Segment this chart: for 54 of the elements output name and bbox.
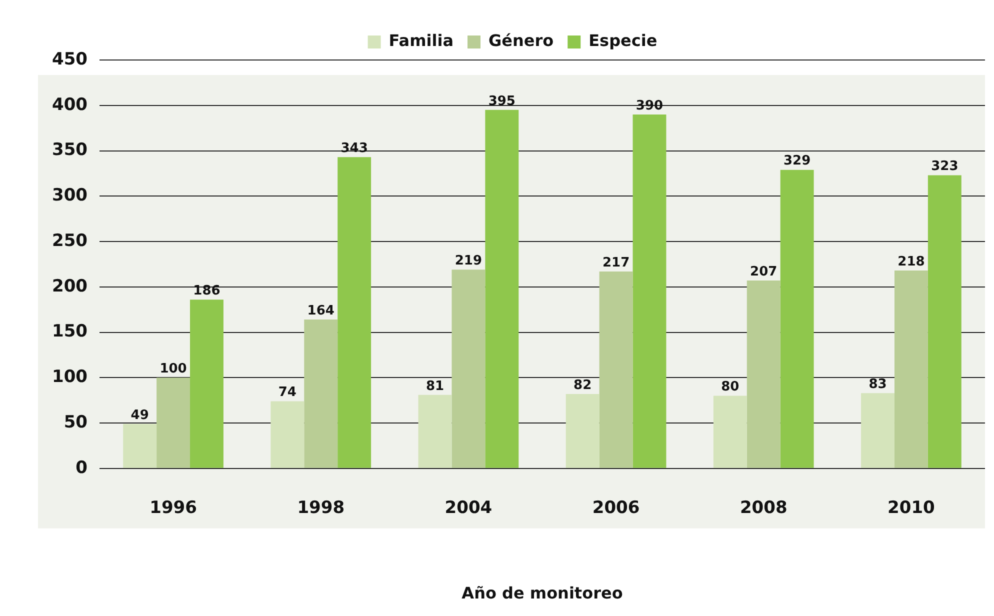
y-tick-label: 0 bbox=[76, 458, 88, 478]
data-label: 164 bbox=[307, 303, 334, 318]
y-tick-label: 350 bbox=[52, 140, 88, 160]
data-label: 83 bbox=[868, 376, 887, 392]
bar bbox=[338, 157, 372, 468]
bar bbox=[599, 271, 633, 468]
x-tick-label: 1996 bbox=[150, 498, 197, 518]
bar bbox=[485, 110, 519, 468]
bar bbox=[452, 270, 486, 468]
data-label: 186 bbox=[193, 283, 220, 298]
x-tick-label: 2008 bbox=[740, 498, 788, 518]
data-label: 80 bbox=[721, 380, 740, 395]
x-axis-title: Año de monitoreo bbox=[462, 584, 623, 603]
x-tick-label: 2006 bbox=[592, 498, 640, 518]
bar bbox=[156, 378, 190, 468]
y-tick-label: 250 bbox=[52, 230, 88, 251]
y-tick-label: 150 bbox=[52, 322, 88, 342]
data-label: 81 bbox=[426, 378, 444, 394]
bar bbox=[190, 300, 224, 468]
data-label: 74 bbox=[278, 385, 296, 400]
bar bbox=[746, 280, 780, 468]
data-label: 217 bbox=[602, 255, 630, 270]
bar bbox=[780, 170, 814, 468]
data-label: 218 bbox=[898, 254, 925, 270]
data-label: 100 bbox=[160, 362, 187, 377]
legend-label: Especie bbox=[588, 31, 658, 50]
y-tick-label: 400 bbox=[52, 94, 88, 115]
y-tick-label: 100 bbox=[52, 367, 88, 388]
x-tick-label: 2010 bbox=[888, 498, 936, 518]
bar bbox=[270, 401, 304, 468]
x-tick-label: 1998 bbox=[297, 498, 345, 518]
y-tick-label: 300 bbox=[52, 186, 88, 206]
bar bbox=[928, 175, 962, 468]
y-tick-label: 450 bbox=[52, 49, 88, 70]
bar bbox=[566, 394, 600, 468]
y-tick-label: 50 bbox=[64, 412, 88, 432]
data-label: 82 bbox=[574, 378, 592, 393]
bar bbox=[123, 424, 157, 468]
bar bbox=[304, 320, 338, 468]
x-tick-label: 2004 bbox=[444, 498, 492, 518]
y-tick-label: 200 bbox=[52, 276, 88, 296]
bar bbox=[894, 270, 928, 468]
bar bbox=[418, 394, 452, 468]
bar bbox=[632, 114, 666, 468]
bar bbox=[713, 396, 747, 468]
data-label: 219 bbox=[454, 254, 482, 269]
data-label: 323 bbox=[931, 159, 958, 174]
data-label: 395 bbox=[488, 94, 516, 109]
data-label: 49 bbox=[130, 408, 149, 423]
bar bbox=[861, 393, 894, 468]
data-label: 329 bbox=[784, 154, 811, 169]
legend-label: Familia bbox=[388, 31, 454, 50]
legend-label: Género bbox=[488, 31, 554, 50]
data-label: 207 bbox=[750, 264, 778, 280]
